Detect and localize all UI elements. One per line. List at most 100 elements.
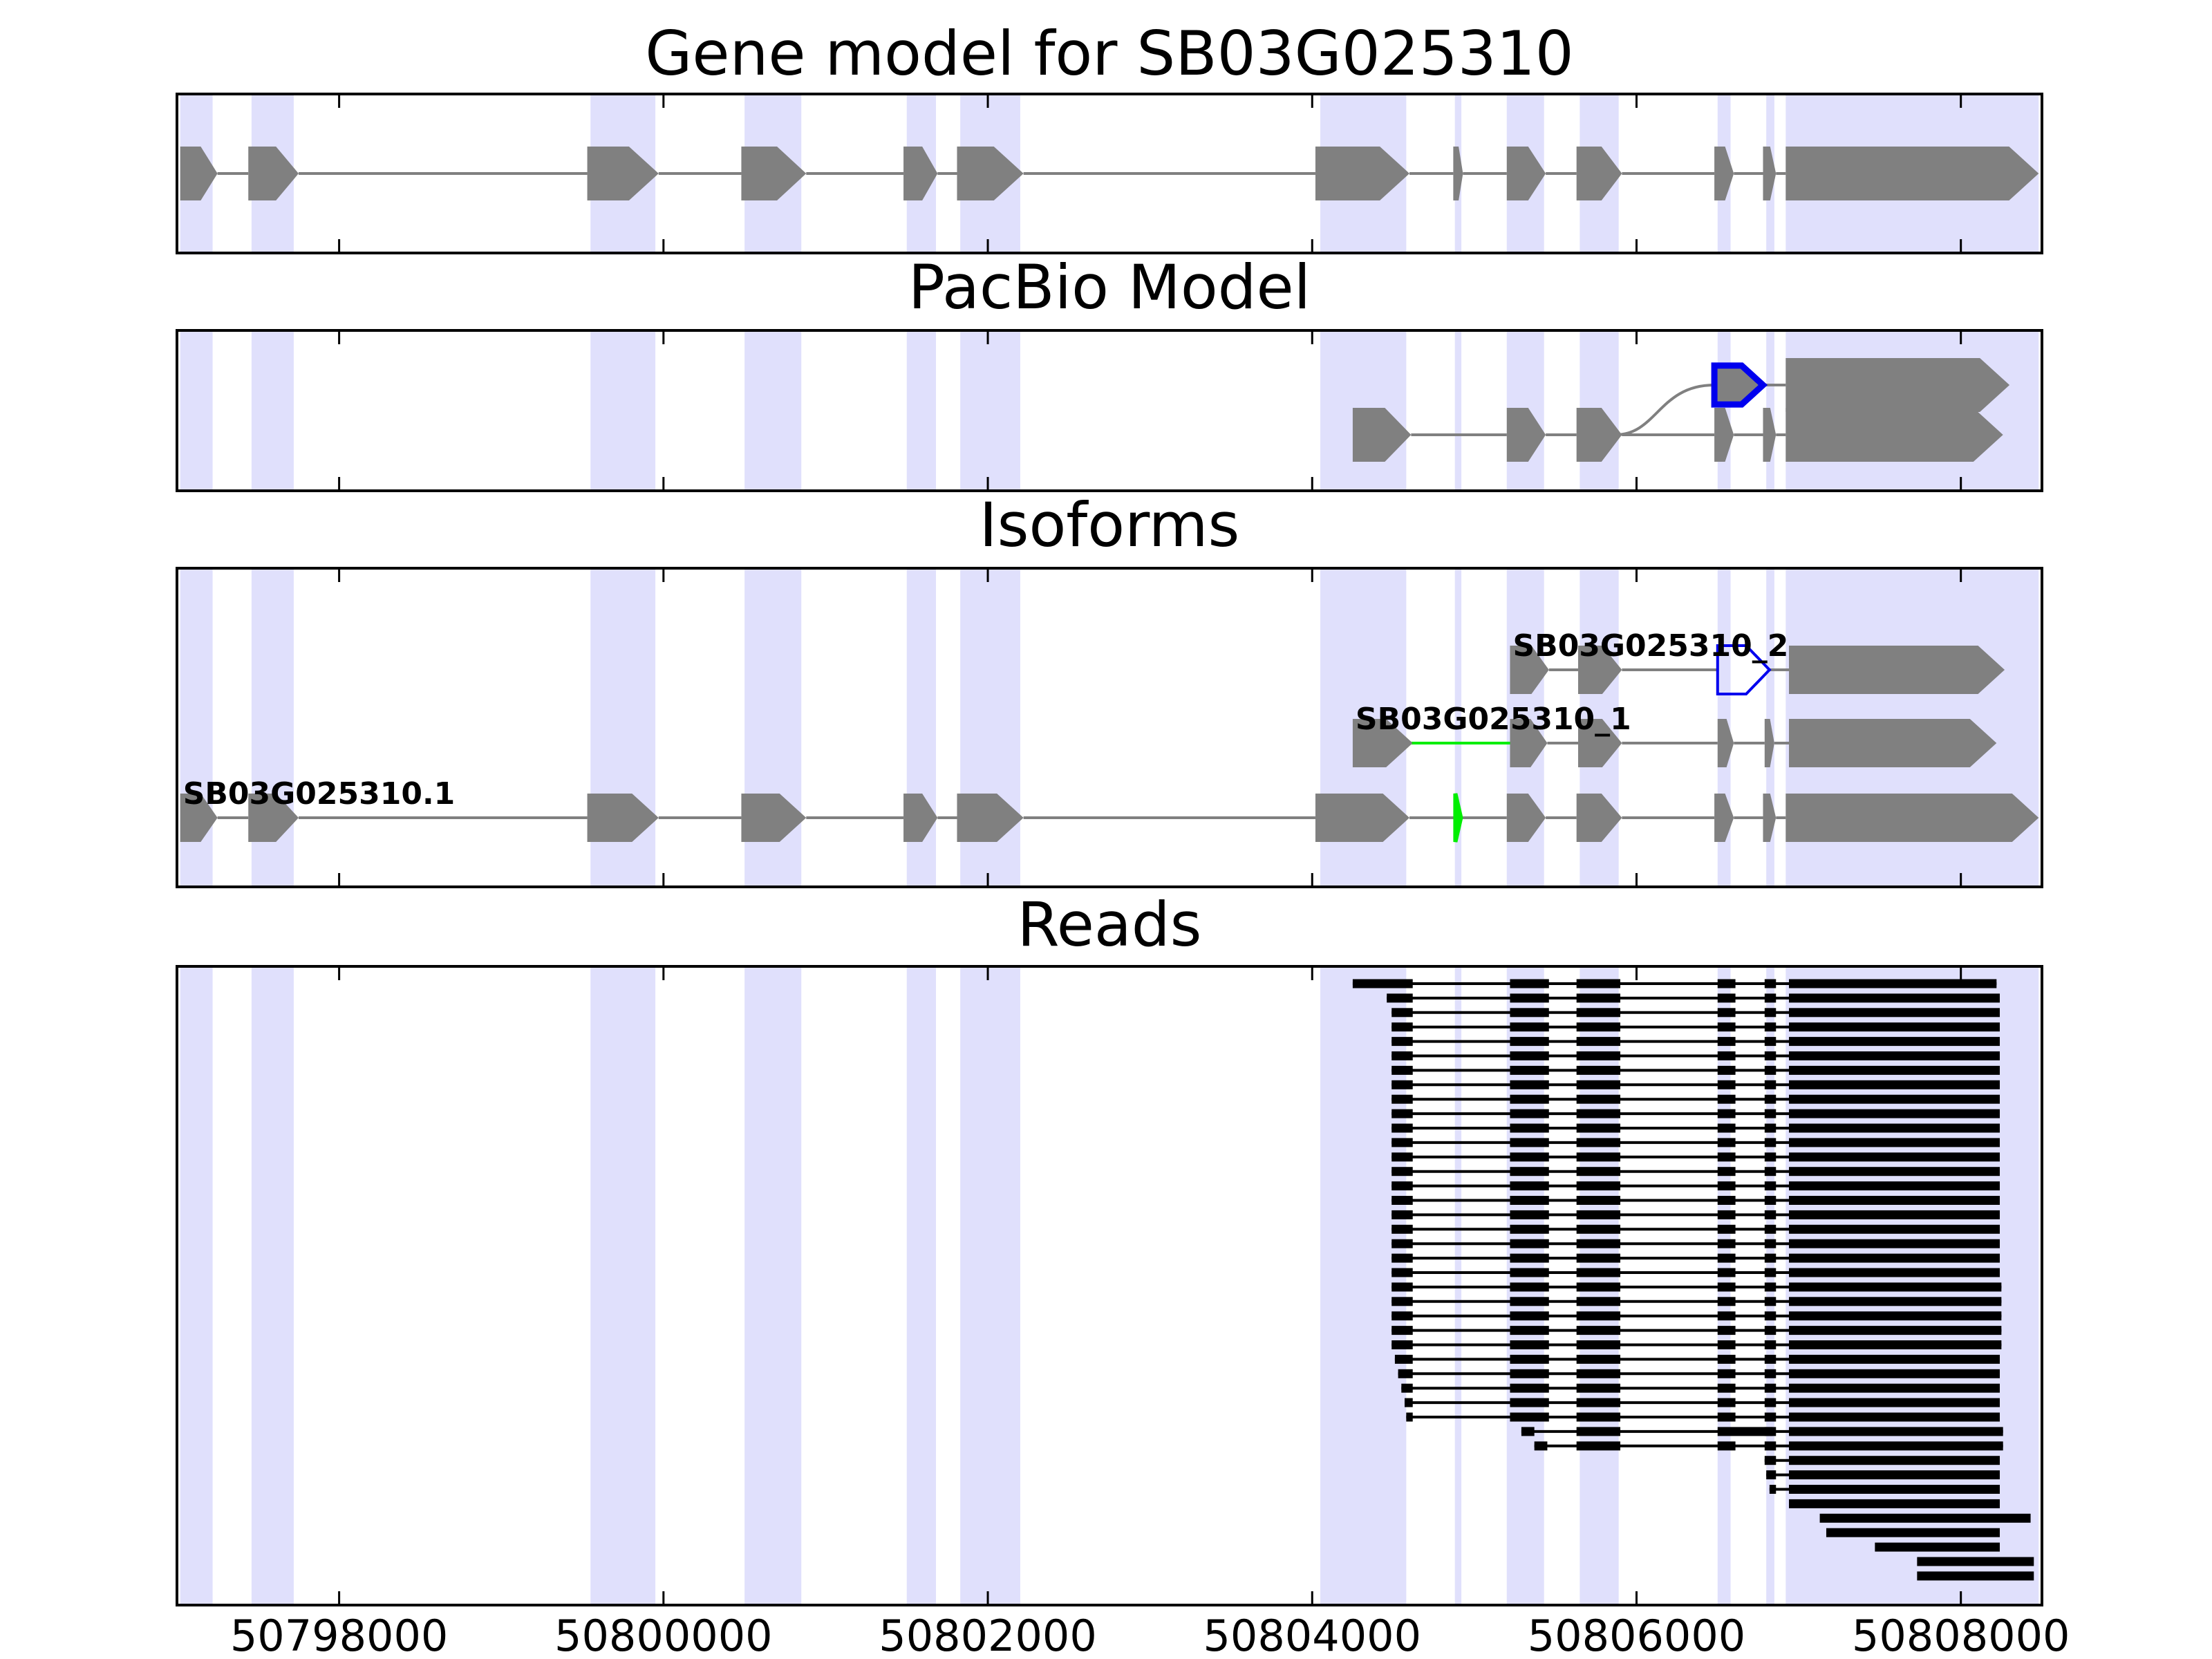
read [1387, 993, 2000, 1003]
read-block [1394, 1354, 1413, 1364]
panel-frame [176, 965, 2043, 1606]
read-block [1764, 1441, 1777, 1451]
read-block [1764, 1109, 1777, 1118]
read-block [1789, 993, 2000, 1003]
read [1391, 1311, 2002, 1321]
x-tick-label: 50800000 [554, 1611, 773, 1659]
read-block [1717, 1412, 1736, 1422]
read-block [1717, 1311, 1736, 1321]
read-block [1717, 1167, 1736, 1177]
read-block [1576, 1210, 1621, 1219]
read-block [1764, 1051, 1777, 1060]
read-block [1764, 1196, 1777, 1205]
shaded-exon-band [590, 330, 656, 491]
read [1401, 1383, 2000, 1393]
read-block [1387, 993, 1413, 1003]
read-block [1917, 1557, 2034, 1566]
read-block [1717, 1080, 1736, 1089]
panel-2-isoforms: Isoforms SB03G025310_2 SB03G025310_1 SB03G0… [176, 489, 2043, 888]
read-block [1764, 1210, 1777, 1219]
read-block [1789, 1326, 2002, 1335]
read-block [1789, 1412, 2000, 1422]
read [1766, 1470, 2000, 1480]
panel-title: Reads [1018, 889, 1202, 960]
read-block [1391, 1167, 1413, 1177]
read-block [1717, 1268, 1736, 1277]
read-block [1717, 1340, 1736, 1349]
read-block [1789, 1499, 2000, 1508]
read-block [1576, 1094, 1621, 1104]
read-block [1717, 1224, 1736, 1234]
read-block [1576, 1282, 1621, 1292]
read-block [1769, 1485, 1777, 1494]
read [1404, 1398, 2000, 1407]
read-block [1764, 1456, 1777, 1465]
read [1391, 1080, 2000, 1089]
read [1391, 1037, 2000, 1047]
read [1406, 1412, 2000, 1422]
read-block [1764, 1152, 1777, 1162]
x-tick-label: 50798000 [230, 1611, 449, 1659]
read-block [1510, 1065, 1549, 1075]
exon-block [1453, 147, 1463, 200]
read-block [1789, 1065, 2000, 1075]
read-block [1391, 1051, 1413, 1060]
panel-title: PacBio Model [908, 252, 1311, 323]
read-block [1510, 1210, 1549, 1219]
exon-block [1578, 646, 1622, 694]
panel-frame [176, 329, 2043, 492]
exon-block [180, 794, 218, 842]
read-block [1789, 1369, 2000, 1378]
read-block [1789, 979, 1997, 988]
read-block [1510, 1167, 1549, 1177]
read-block [1352, 979, 1413, 988]
read-block [1576, 1383, 1621, 1393]
read [1352, 979, 1997, 988]
read-block [1510, 1239, 1549, 1248]
read-block [1789, 1297, 2002, 1306]
read-block [1510, 1109, 1549, 1118]
read [1789, 1499, 2000, 1508]
read-block [1576, 1196, 1621, 1205]
exon-block [1352, 408, 1412, 462]
read-block [1717, 1022, 1736, 1032]
highlight-exon-outline [1716, 644, 1772, 695]
read [1391, 1167, 2000, 1177]
read-block [1764, 1311, 1777, 1321]
exon-block [741, 147, 807, 200]
read-block [1534, 1441, 1548, 1451]
read-block [1510, 979, 1549, 988]
read-block [1717, 1051, 1736, 1060]
read-block [1391, 1253, 1413, 1263]
read-block [1510, 1369, 1549, 1378]
read-block [1789, 1123, 2000, 1133]
read [1391, 1253, 2000, 1263]
transcript: SB03G025310_2 [1510, 628, 2005, 695]
read-block [1391, 1109, 1413, 1118]
exon-block [1578, 719, 1622, 767]
read-block [1717, 1253, 1736, 1263]
read [1391, 1094, 2000, 1104]
read-block [1391, 1022, 1413, 1032]
read-block [1717, 1123, 1736, 1133]
read-block [1510, 1326, 1549, 1335]
read-block [1789, 1282, 2002, 1292]
read-block [1717, 1282, 1736, 1292]
read-block [1789, 1427, 2003, 1436]
read-block [1576, 993, 1621, 1003]
read-block [1576, 1427, 1621, 1436]
read [1391, 1268, 2000, 1277]
read-block [1717, 1065, 1736, 1075]
shaded-exon-band [1454, 568, 1462, 887]
read-block [1764, 1427, 1777, 1436]
exon-block [248, 794, 299, 842]
isoform-label: SB03G025310.1 [183, 776, 456, 812]
exon-block [1785, 408, 2003, 462]
read-block [1576, 1181, 1621, 1191]
panel-3-reads: Reads [176, 889, 2043, 1606]
read [1917, 1557, 2034, 1566]
read-block [1576, 1297, 1621, 1306]
read [1826, 1528, 2000, 1537]
exon-block [1506, 147, 1546, 200]
